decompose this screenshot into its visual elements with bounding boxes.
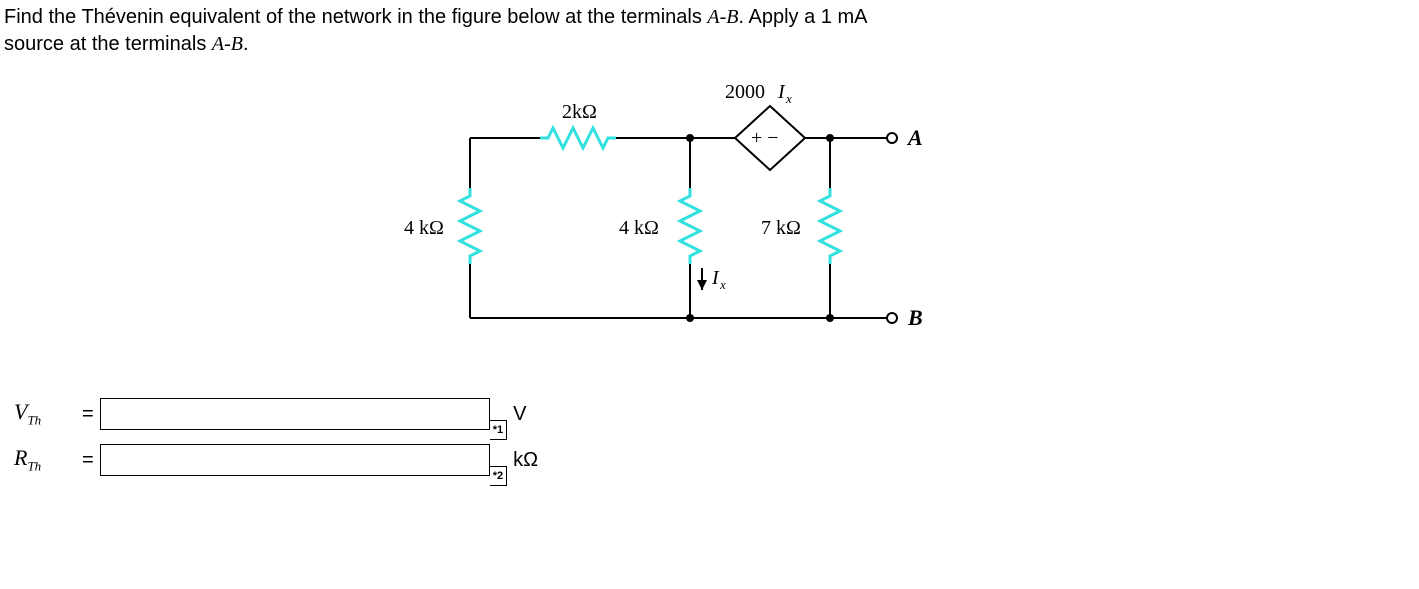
- prompt-ab1: A-B: [707, 6, 738, 28]
- prompt-ab2: A-B: [212, 33, 243, 55]
- equals-sign: =: [82, 449, 94, 472]
- label-ix-var: I: [711, 267, 720, 289]
- node: [686, 134, 694, 142]
- label-depsrc-var: I: [777, 81, 786, 103]
- label-depsrc-sub: x: [785, 91, 792, 106]
- vth-sym-sub: Th: [27, 413, 41, 428]
- rth-sym-sub: Th: [27, 459, 41, 474]
- prompt-line1-a: Find the Thévenin equivalent of the netw…: [4, 6, 707, 28]
- label-ix-sub: x: [719, 277, 726, 292]
- rth-input[interactable]: [100, 444, 490, 476]
- label-r-mid: 4 kΩ: [619, 217, 659, 239]
- rth-row: RTh = *2 kΩ: [14, 444, 1419, 476]
- prompt-line2-a: source at the terminals: [4, 33, 212, 55]
- rth-footnote-mark: *2: [490, 466, 507, 486]
- resistor-mid-4k: [680, 188, 700, 264]
- vth-footnote-mark: *1: [490, 420, 507, 440]
- problem-prompt: Find the Thévenin equivalent of the netw…: [0, 0, 1419, 58]
- node: [826, 314, 834, 322]
- label-r-top: 2kΩ: [562, 101, 597, 123]
- vth-unit: V: [513, 403, 526, 426]
- vth-symbol: VTh: [14, 399, 82, 428]
- label-depsrc-coeff: 2000: [725, 81, 765, 103]
- resistor-left-4k: [460, 188, 480, 264]
- dep-source-polarity: + −: [751, 127, 779, 149]
- label-r-right: 7 kΩ: [761, 217, 801, 239]
- answer-section: VTh = *1 V RTh = *2 kΩ: [0, 398, 1419, 476]
- vth-sym-main: V: [14, 399, 27, 424]
- vth-row: VTh = *1 V: [14, 398, 1419, 430]
- rth-unit: kΩ: [513, 449, 538, 472]
- vth-input[interactable]: [100, 398, 490, 430]
- label-terminal-a: A: [906, 125, 923, 150]
- label-terminal-b: B: [907, 305, 923, 330]
- resistor-right-7k: [820, 188, 840, 264]
- equals-sign: =: [82, 403, 94, 426]
- label-r-left: 4 kΩ: [404, 217, 444, 239]
- prompt-line2-b: .: [243, 33, 249, 55]
- circuit-figure: + − 4 kΩ 2kΩ 4 kΩ 7 kΩ 2000 I x I x: [0, 58, 1419, 388]
- terminal-a: [887, 133, 897, 143]
- ix-arrow-head: [697, 280, 707, 290]
- rth-symbol: RTh: [14, 445, 82, 474]
- node: [686, 314, 694, 322]
- rth-sym-main: R: [14, 445, 27, 470]
- node: [826, 134, 834, 142]
- prompt-line1-b: . Apply a 1 mA: [738, 6, 867, 28]
- resistor-top-2k: [540, 128, 616, 148]
- terminal-b: [887, 313, 897, 323]
